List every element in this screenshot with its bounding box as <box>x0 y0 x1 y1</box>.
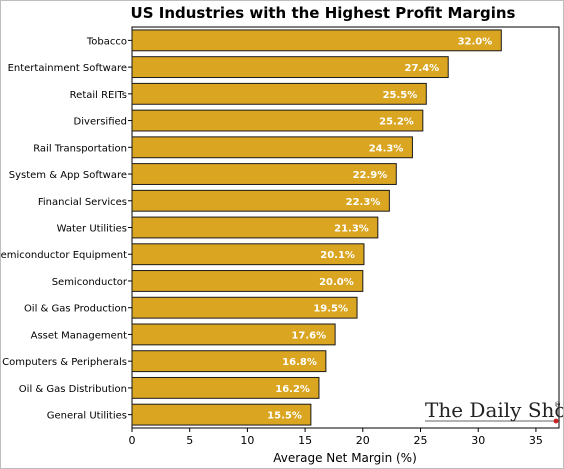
x-tick-label: 15 <box>298 434 312 447</box>
bar-value-label: 32.0% <box>458 36 493 47</box>
x-tick-label: 10 <box>240 434 254 447</box>
y-tick-label: Computers & Peripherals <box>2 357 127 368</box>
y-tick-label: Semiconductor <box>52 277 128 288</box>
bar-value-label: 16.2% <box>275 384 310 395</box>
bar-value-label: 22.3% <box>346 197 381 208</box>
y-tick-label: Oil & Gas Distribution <box>19 384 127 395</box>
x-tick-label: 0 <box>129 434 136 447</box>
y-axis: Tobacco Entertainment Software Retail REIT… <box>1 36 132 422</box>
bar-value-label: 20.1% <box>320 250 355 261</box>
y-tick-label: Financial Services <box>38 197 127 208</box>
bar-value-label: 17.6% <box>291 330 326 341</box>
bar-value-label: 25.5% <box>383 90 418 101</box>
y-tick-label: Asset Management <box>31 330 127 341</box>
y-tick-label: Oil & Gas Production <box>24 304 127 315</box>
bar <box>131 56 449 79</box>
bar-value-label: 15.5% <box>267 411 302 422</box>
bar-value-label: 24.3% <box>369 143 404 154</box>
y-tick-label: Tobacco <box>86 36 127 47</box>
bar-value-label: 27.4% <box>405 63 440 74</box>
y-tick-label: General Utilities <box>47 411 127 422</box>
bar-value-label: 22.9% <box>353 170 388 181</box>
y-tick-label: Diversified <box>74 117 127 128</box>
x-axis-label: Average Net Margin (%) <box>273 451 417 465</box>
bar-value-label: 19.5% <box>313 304 348 315</box>
chart-title: US Industries with the Highest Profit Ma… <box>131 4 516 22</box>
bar <box>131 29 502 52</box>
watermark-logo: The Daily Shot ® <box>425 398 563 424</box>
bar-value-label: 25.2% <box>379 117 414 128</box>
bars-group: 32.0% 27.4% 25.5% 25.2% 24.3% 22.9% 22.3% 21.3%… <box>131 29 502 426</box>
watermark-registered-mark: ® <box>554 401 561 409</box>
bar-value-label: 20.0% <box>319 277 354 288</box>
x-tick-label: 30 <box>471 434 485 447</box>
y-tick-label: Entertainment Software <box>8 63 127 74</box>
x-tick-label: 25 <box>414 434 428 447</box>
bar-value-label: 16.8% <box>282 357 317 368</box>
x-tick-label: 20 <box>356 434 370 447</box>
y-tick-label: Semiconductor Equipment <box>1 250 127 261</box>
y-tick-label: System & App Software <box>9 170 127 181</box>
y-tick-label: Retail REITs <box>70 90 127 101</box>
bar-value-label: 21.3% <box>334 224 369 235</box>
watermark-dot <box>553 418 559 424</box>
y-tick-label: Rail Transportation <box>33 143 127 154</box>
watermark-text: The Daily Shot <box>425 398 563 422</box>
x-axis: 0 5 10 15 20 25 30 35 <box>129 428 543 447</box>
x-tick-label: 5 <box>186 434 193 447</box>
y-tick-label: Water Utilities <box>57 224 127 235</box>
x-tick-label: 35 <box>529 434 543 447</box>
